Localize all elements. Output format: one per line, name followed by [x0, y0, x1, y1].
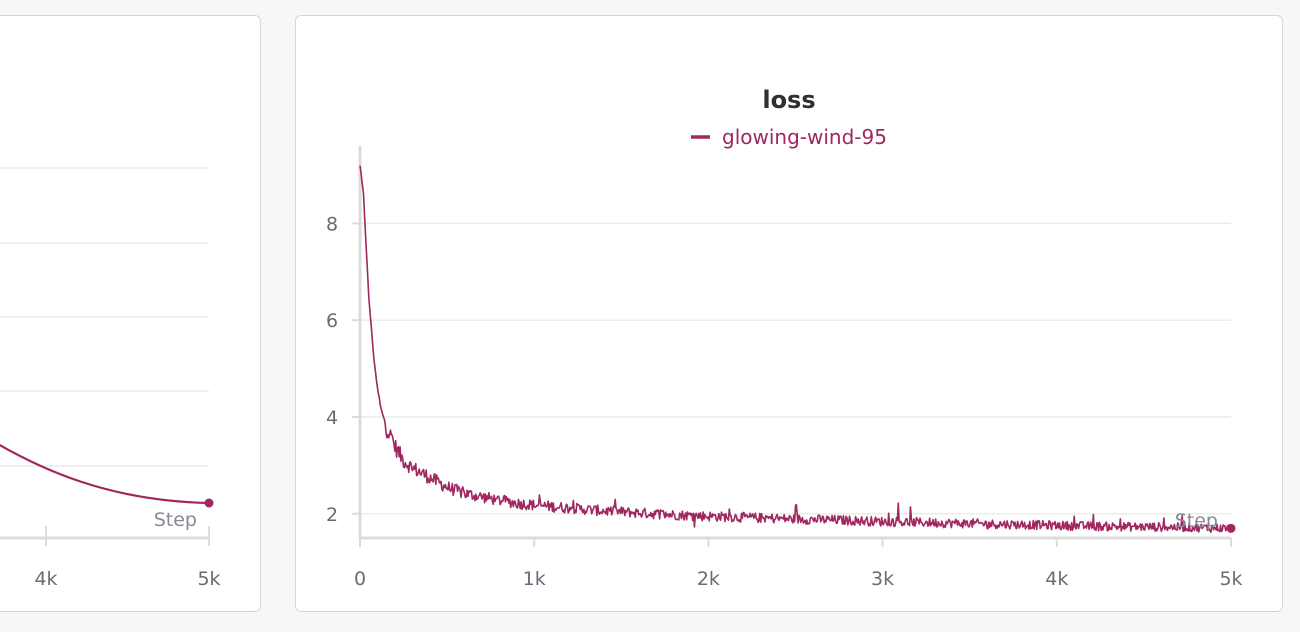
y-tick-label: 8 [326, 213, 338, 235]
series-endpoint [1226, 523, 1236, 533]
axis-layer: 2 4 6 8 0 1k 2k 3k 4k 5k [326, 146, 1243, 590]
x-tick-label: 0 [354, 568, 366, 590]
legend-label: glowing-wind-95 [722, 125, 887, 149]
series-layer [359, 165, 1236, 533]
legend[interactable]: glowing-wind-95 [691, 125, 887, 149]
series-line-glowing-wind-95 [359, 165, 1232, 533]
grid-layer [360, 222, 1231, 515]
y-tick-label: 4 [326, 407, 338, 429]
left-x-tick-label: 5k [197, 568, 220, 590]
x-tick-label: 4k [1045, 568, 1068, 590]
x-axis-label: Step [1175, 510, 1218, 532]
chart-title: loss [762, 86, 815, 114]
left-series-line [0, 443, 210, 505]
left-chart-panel: Step 4k 5k [0, 15, 261, 612]
loss-chart-svg: 2 4 6 8 0 1k 2k 3k 4k 5k loss glowing-wind-95 Ste… [326, 86, 1243, 590]
y-tick-label: 2 [326, 504, 338, 526]
left-x-tick-label: 4k [34, 568, 57, 590]
left-x-axis-label: Step [154, 509, 197, 531]
x-tick-label: 3k [871, 568, 894, 590]
left-chart-svg: Step 4k 5k [0, 167, 221, 590]
x-tick-label: 5k [1219, 568, 1242, 590]
left-series-endpoint [204, 498, 214, 508]
y-tick-label: 6 [326, 310, 338, 332]
x-tick-label: 1k [523, 568, 546, 590]
x-tick-label: 2k [697, 568, 720, 590]
loss-chart-panel: 2 4 6 8 0 1k 2k 3k 4k 5k loss glowing-wind-95 Ste… [295, 15, 1283, 612]
